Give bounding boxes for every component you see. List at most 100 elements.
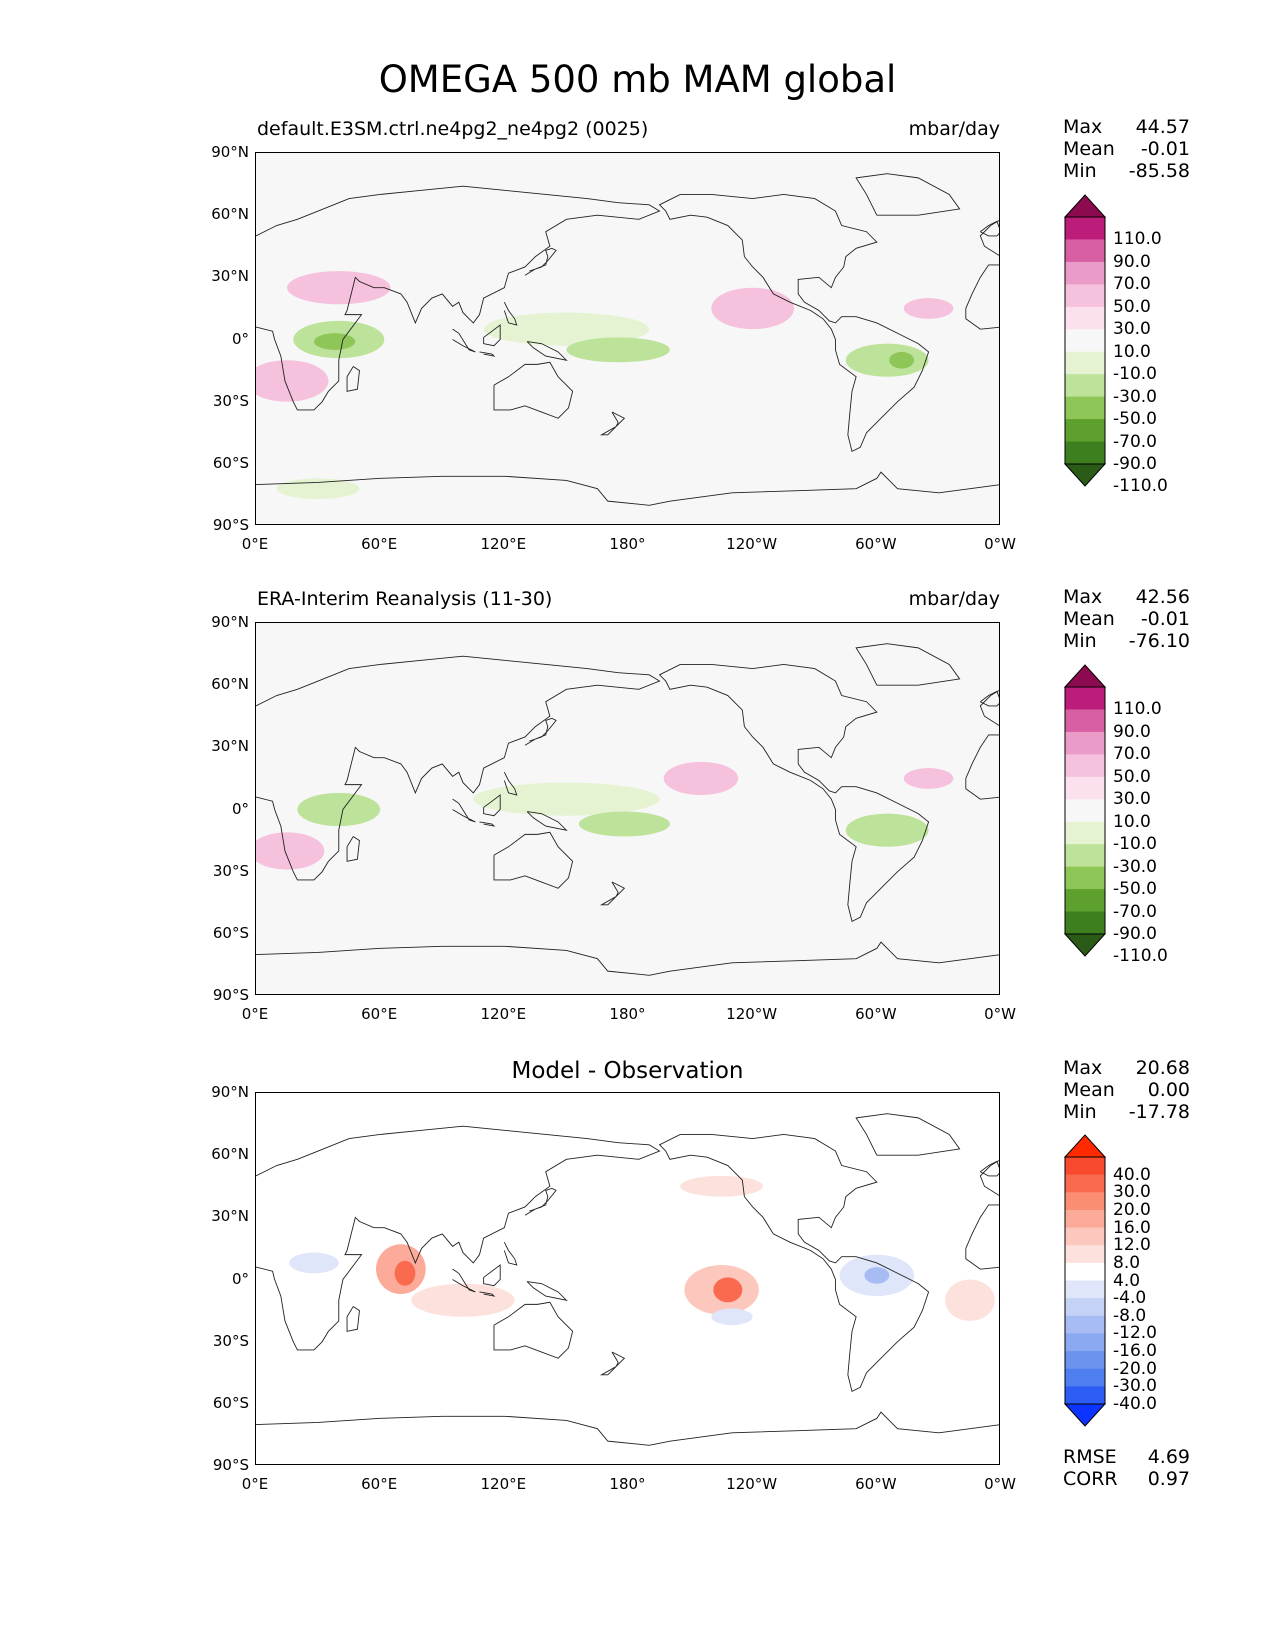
coastline [483,324,501,347]
contour-blob [903,298,954,319]
colorbar-swatch [1065,1386,1105,1405]
y-tick-label: 90°S [212,986,249,1004]
coastline [503,771,518,796]
stat-min-value: -85.58 [1128,160,1190,182]
figure-title: OMEGA 500 mb MAM global [378,58,897,101]
contour-blob [711,287,795,330]
colorbar-swatch [1065,441,1105,465]
coastline [346,1306,360,1332]
x-tick-label: 180° [609,1005,646,1023]
x-tick-label: 180° [609,1475,646,1493]
metric-corr-label: CORR [1063,1468,1118,1490]
y-tick-label: 60°S [212,453,249,472]
colorbar-swatch [1065,1351,1105,1370]
stat-min-label: Min [1063,160,1097,182]
colorbar-tick-label: -20.0 [1113,1358,1157,1379]
colorbar-swatch [1065,1227,1105,1246]
coastline [980,1160,999,1177]
stat-mean-label: Mean [1063,608,1115,630]
colorbar-swatch [1065,1174,1105,1193]
colorbar-tick-label: 12.0 [1113,1235,1151,1256]
colorbar-swatch [1065,1298,1105,1317]
coastline [980,690,999,707]
x-tick-label: 120°W [726,1005,778,1023]
coastline [524,717,557,746]
colorbar-tick-label: 30.0 [1113,1182,1151,1203]
coastline [452,798,476,823]
colorbar-tick-label: -70.0 [1113,901,1157,922]
coastline [256,1125,661,1351]
colorbar [1063,194,1107,487]
contour-blob [578,811,670,837]
colorbar-tick-label: 8.0 [1113,1252,1141,1273]
panel-title-left: ERA-Interim Reanalysis (11-30) [257,588,553,610]
y-tick-label: 30°N [211,737,249,756]
colorbar-tick-label: -40.0 [1113,1394,1157,1414]
coastline [965,734,999,800]
colorbar-tick-label: 4.0 [1113,1270,1141,1291]
coastline [256,941,999,976]
colorbar-swatch [1065,1315,1105,1334]
metric-rmse-value: 4.69 [1147,1446,1190,1468]
contour-blob [566,337,670,363]
coastline [256,471,999,506]
coastline [346,836,360,862]
coastline [855,1113,961,1156]
stat-min-value: -76.10 [1128,630,1190,652]
colorbar-swatch [1065,217,1105,240]
coastline [526,1281,568,1301]
colorbar-frame [1064,216,1106,465]
coastline [658,1133,930,1393]
coastline [493,361,574,419]
x-tick-label: 0°E [241,1475,269,1493]
colorbar-swatch [1065,1245,1105,1264]
contour-blob [889,351,915,369]
colorbar-tick-label: 110.0 [1113,699,1162,720]
contour-blob [864,1267,890,1284]
contour-blob [680,1175,764,1197]
y-tick-label: 0° [231,799,249,818]
contour-blob [663,761,739,795]
stat-max-label: Max [1063,586,1103,608]
colorbar-swatch [1065,329,1105,353]
x-tick-label: 60°W [855,1005,897,1023]
colorbar-extend-min [1063,933,1107,957]
y-tick-label: 30°N [211,1207,249,1226]
colorbar-frame [1064,686,1106,935]
map-plot-area [255,622,1000,995]
x-tick-label: 120°W [726,1475,778,1493]
colorbar-tick-label: -70.0 [1113,431,1157,452]
colorbar-swatch [1065,374,1105,398]
colorbar-tick-label: 70.0 [1113,274,1151,295]
stat-mean-value: 0.00 [1147,1079,1190,1101]
colorbar-tick-label: -12.0 [1113,1323,1157,1344]
contour-blob [845,343,929,377]
x-tick-label: 120°E [480,535,527,553]
panel-title-left: default.E3SM.ctrl.ne4pg2_ne4pg2 (0025) [257,118,649,140]
colorbar-swatch [1065,1333,1105,1352]
stat-min-label: Min [1063,630,1097,652]
contour-map [256,1113,999,1446]
coastline [599,881,626,906]
stat-max-value: 42.56 [1135,586,1190,608]
colorbar-tick-label: -10.0 [1113,364,1157,385]
colorbar-swatch [1065,1209,1105,1229]
coastline [493,1301,574,1359]
y-tick-label: 30°S [212,391,249,410]
colorbar-frame [1064,1156,1106,1405]
coastline [483,1264,501,1287]
stat-mean-value: -0.01 [1140,138,1190,160]
coastline [256,185,661,411]
colorbar-swatch [1065,799,1105,823]
colorbar-tick-label: 50.0 [1113,296,1151,317]
x-tick-label: 0°E [241,535,269,553]
colorbar-swatch [1065,351,1105,375]
colorbar-extend-max [1063,664,1107,688]
colorbar-swatch [1065,1280,1105,1299]
map-plot-area [255,1092,1000,1465]
colorbar-swatch [1065,306,1105,330]
stat-mean-value: -0.01 [1140,608,1190,630]
contour-blob [845,813,929,847]
y-tick-label: 90°N [211,143,249,161]
coastline [658,193,930,453]
